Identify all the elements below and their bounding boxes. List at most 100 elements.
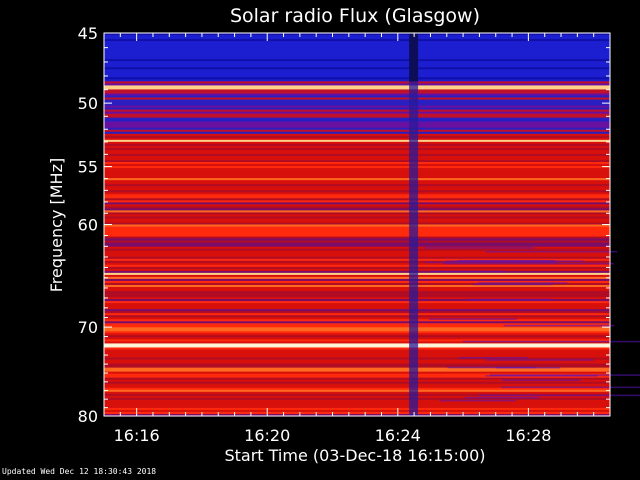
spectrogram-row xyxy=(104,381,610,385)
spectrogram-row xyxy=(104,295,610,298)
spectrogram-row xyxy=(104,162,610,165)
x-tick-label: 16:20 xyxy=(244,426,290,445)
spectrogram-row xyxy=(104,377,610,381)
spectrogram-row xyxy=(104,252,610,256)
spectrogram-row xyxy=(104,202,610,205)
spectrogram-row xyxy=(104,244,610,248)
spectrogram-row xyxy=(104,145,610,149)
spectrogram-row xyxy=(104,155,610,159)
spectrogram-row xyxy=(104,218,610,222)
spectrogram-row xyxy=(104,143,610,147)
spectrogram-row xyxy=(104,103,610,107)
spectrogram-row xyxy=(104,164,610,167)
y-tick-label: 50 xyxy=(78,94,98,113)
spectrogram-row xyxy=(104,393,610,397)
spectrogram-row xyxy=(478,394,640,397)
spectrogram-row xyxy=(104,107,610,111)
spectrogram-row xyxy=(104,371,610,375)
spectrogram-row xyxy=(104,345,610,349)
spectrogram-row xyxy=(104,47,610,50)
spectrogram-row xyxy=(104,192,610,195)
spectrogram-row xyxy=(104,289,610,292)
spectrogram-row xyxy=(104,317,610,320)
spectrogram-row xyxy=(458,357,528,359)
spectrogram-row xyxy=(104,411,610,415)
spectrogram-row xyxy=(104,299,610,302)
x-axis-label: Start Time (03-Dec-18 16:15:00) xyxy=(224,446,485,465)
spectrogram-row xyxy=(104,321,610,324)
spectrogram-row xyxy=(104,375,610,379)
spectrogram-row xyxy=(104,270,610,274)
spectrogram-row xyxy=(104,159,610,163)
spectrogram-row xyxy=(104,166,610,169)
spectrogram-row xyxy=(104,172,610,175)
spectrogram-row xyxy=(104,385,610,389)
spectrogram-row xyxy=(104,409,610,413)
x-tick-label: 16:24 xyxy=(375,426,421,445)
spectrogram-row xyxy=(104,361,610,365)
spectrogram-row xyxy=(478,282,568,284)
spectrogram-row xyxy=(104,97,610,101)
spectrogram-row xyxy=(104,347,610,351)
spectrogram-row xyxy=(104,101,610,105)
spectrogram-row xyxy=(104,53,610,56)
spectrogram-row xyxy=(104,266,610,270)
spectrogram-row xyxy=(104,69,610,72)
spectrogram-row xyxy=(104,395,610,399)
spectrogram-row xyxy=(104,43,610,46)
spectrogram-row xyxy=(104,117,610,121)
spectrogram-row xyxy=(104,413,610,417)
spectrogram-row xyxy=(464,396,540,399)
spectrogram-row xyxy=(104,403,610,407)
spectrogram-row xyxy=(104,278,610,282)
spectrogram-row xyxy=(104,135,610,139)
spectrogram-row xyxy=(442,262,614,265)
spectrogram-row xyxy=(104,258,610,262)
spectrogram-row xyxy=(104,198,610,201)
spectrogram-row xyxy=(104,234,610,238)
spectrogram-row xyxy=(104,248,610,252)
spectrogram-row xyxy=(104,367,610,371)
spectrogram-row xyxy=(104,399,610,403)
spectrogram-row xyxy=(104,149,610,153)
spectrogram-row xyxy=(104,93,610,97)
spectrogram-row xyxy=(104,363,610,367)
spectrogram-row xyxy=(457,259,555,262)
spectrogram-row xyxy=(104,57,610,60)
spectrogram-row xyxy=(104,129,610,133)
spectrogram-row xyxy=(104,33,610,36)
spectrogram-row xyxy=(104,85,610,89)
spectrogram-row xyxy=(503,324,615,327)
spectrogram-row xyxy=(485,250,618,253)
spectrogram-row xyxy=(104,196,610,199)
spectrogram-row xyxy=(104,113,610,117)
spectrogram-row xyxy=(104,184,610,187)
spectrogram-row xyxy=(104,315,610,318)
spectrogram-row xyxy=(104,137,610,141)
spectrogram-row xyxy=(104,327,610,330)
spectrogram-row xyxy=(104,105,610,109)
spectrogram-row xyxy=(447,366,536,369)
spectrogram-row xyxy=(104,37,610,40)
spectrogram-row xyxy=(104,369,610,373)
y-axis-label: Frequency [MHz] xyxy=(47,158,66,292)
spectrogram-row xyxy=(104,297,610,300)
spectrogram-row xyxy=(104,176,610,179)
spectrogram-row xyxy=(439,399,516,402)
spectrogram-row xyxy=(104,208,610,211)
spectrogram-row xyxy=(104,121,610,125)
spectrogram-row xyxy=(104,83,610,87)
spectrogram-row xyxy=(104,214,610,218)
spectrogram-row xyxy=(104,212,610,216)
chart-title: Solar radio Flux (Glasgow) xyxy=(230,5,480,27)
spectrogram-row xyxy=(104,178,610,181)
spectrogram-row xyxy=(104,337,610,340)
spectrogram-row xyxy=(104,407,610,411)
spectrogram-row xyxy=(485,375,598,377)
spectrogram-row xyxy=(104,250,610,254)
spectrogram-row xyxy=(104,303,610,306)
spectrogram-row xyxy=(104,141,610,145)
spectrogram-row xyxy=(472,283,553,286)
spectrogram-row xyxy=(104,291,610,294)
